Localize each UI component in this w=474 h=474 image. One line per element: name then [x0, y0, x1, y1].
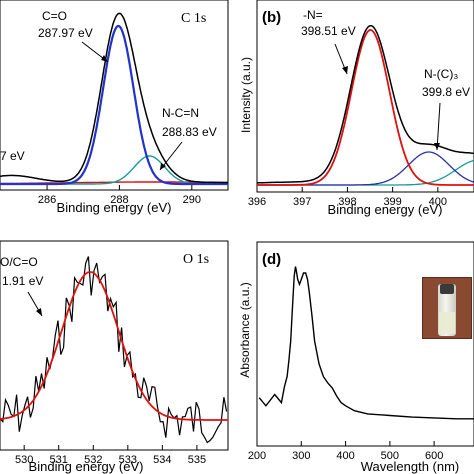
panel-d-xlabel: Wavelength (nm) — [361, 459, 460, 474]
panel-a-title: C 1s — [181, 11, 206, 26]
x-tick-label: 532 — [84, 454, 102, 466]
b-ann-nc3-value: 399.8 eV — [422, 85, 470, 99]
d-absorbance — [258, 266, 474, 420]
b-ann-n-value: 398.51 eV — [301, 24, 356, 38]
a-ann-nccn-label: N-C=N — [162, 106, 199, 120]
b-ann-n-label: -N= — [303, 8, 323, 22]
a-ann-co-label: C=O — [42, 9, 67, 23]
b-arrowhead-nc3 — [434, 143, 440, 150]
panel-c-title: O 1s — [183, 252, 209, 267]
a-ann-co-value: 287.97 eV — [38, 26, 93, 40]
panel-b-frame — [256, 0, 474, 193]
panel-d-frame — [256, 241, 474, 447]
b-arrow-nc3 — [436, 102, 441, 151]
x-tick-label: 533 — [119, 454, 137, 466]
x-tick-label: 398 — [338, 196, 356, 208]
panel-b-label: (b) — [262, 9, 281, 26]
panel-b-ylabel: Intensity (a.u.) — [239, 57, 253, 133]
a-envelope — [0, 12, 228, 184]
x-tick-label: 535 — [188, 454, 206, 466]
x-tick-label: 534 — [153, 454, 171, 466]
panel-b-xlabel: Binding energy (eV) — [328, 202, 443, 217]
x-tick-label: 397 — [293, 196, 311, 208]
a-ann-cut: 7 eV — [0, 149, 25, 163]
x-tick-label: 290 — [183, 194, 201, 206]
c-arrowhead — [36, 308, 42, 316]
c-ann-value: 1.91 eV — [2, 274, 43, 288]
x-tick-label: 531 — [50, 454, 68, 466]
b-component-2 — [257, 151, 474, 186]
c-ann-label: O/C=O — [0, 255, 38, 269]
panel-c-frame — [0, 240, 229, 451]
x-tick-label: 500 — [381, 450, 399, 462]
b-arrowhead-n — [342, 66, 348, 74]
a-arrowhead-co — [101, 55, 108, 62]
vial-photo — [422, 277, 472, 339]
x-tick-label: 396 — [248, 196, 266, 208]
x-tick-label: 400 — [429, 196, 447, 208]
x-tick-label: 399 — [383, 196, 401, 208]
x-tick-label: 300 — [292, 450, 310, 462]
b-component-1 — [257, 29, 474, 186]
panel-a-xlabel: Binding energy (eV) — [57, 200, 172, 215]
c-fit — [0, 271, 228, 421]
panel-d-ylabel: Absorbance (a.u.) — [238, 282, 252, 377]
b-ann-nc3-label: N-(C)₃ — [424, 67, 458, 81]
a-arrowhead-nccn — [160, 163, 166, 170]
a-ann-nccn-value: 288.83 eV — [162, 125, 217, 139]
a-component-co — [0, 24, 228, 186]
c-raw — [0, 256, 228, 444]
panel-c-xlabel: Binding energy (eV) — [29, 459, 144, 474]
x-tick-label: 530 — [15, 454, 33, 466]
vial-icon — [438, 284, 456, 336]
a-component-nccn — [0, 155, 228, 185]
panel-a-frame — [0, 0, 229, 191]
x-tick-label: 286 — [38, 194, 56, 206]
x-tick-label: 400 — [336, 450, 354, 462]
x-tick-label: 288 — [110, 194, 128, 206]
x-tick-label: 200 — [248, 450, 266, 462]
x-tick-label: 600 — [425, 450, 443, 462]
b-envelope — [257, 24, 474, 184]
panel-d-label: (d) — [262, 251, 281, 268]
